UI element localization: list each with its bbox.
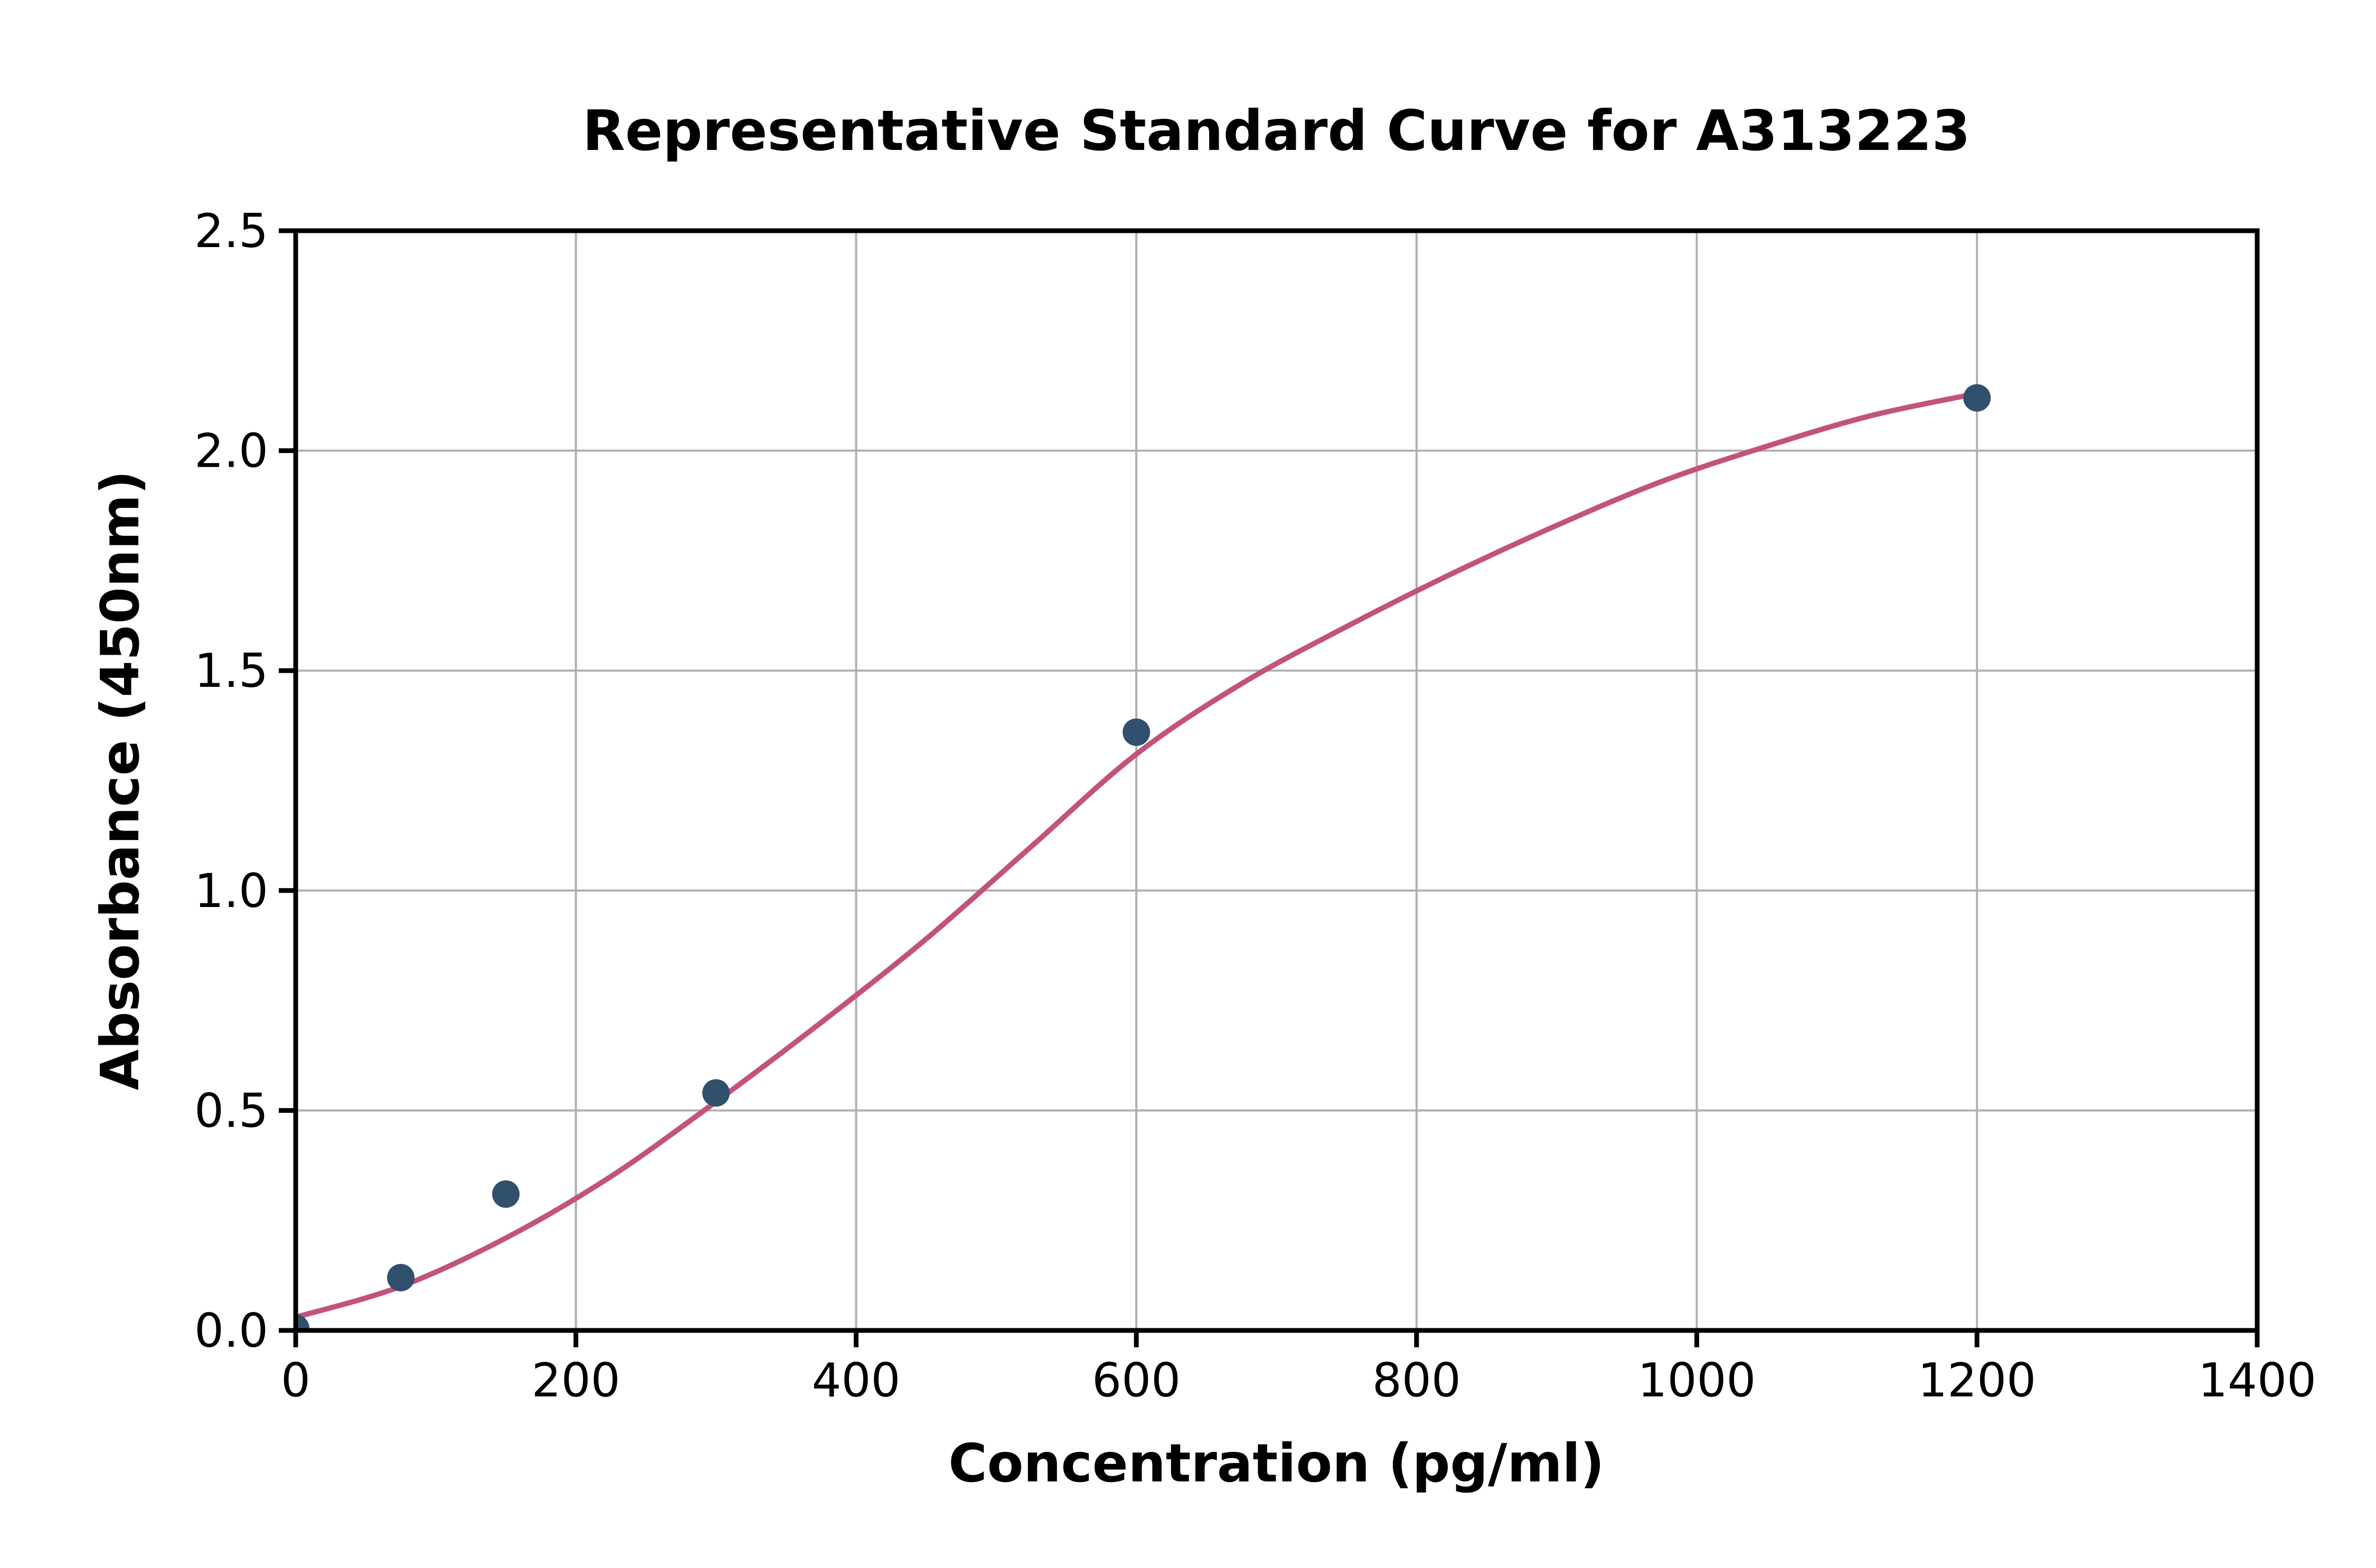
y-tick-label: 1.0 [194,864,268,918]
data-point [1963,384,1991,412]
fitted-curve [296,391,1980,1320]
x-tick-label: 0 [281,1353,310,1408]
y-tick-label: 1.5 [194,644,268,698]
y-tick-label: 0.0 [194,1303,268,1358]
x-tick-label: 1400 [2198,1353,2316,1408]
data-point [296,1314,309,1330]
x-axis-label: Concentration (pg/ml) [948,1432,1605,1494]
chart-title: Representative Standard Curve for A31322… [582,99,1970,163]
data-point [387,1264,415,1292]
x-tick-label: 200 [532,1353,620,1408]
data-point [492,1180,520,1208]
plot-border [293,228,2260,1333]
data-point [1123,718,1151,746]
y-tick-label: 2.0 [194,424,268,478]
x-tick-label: 1000 [1638,1353,1756,1408]
x-tick-label: 1200 [1918,1353,2036,1408]
data-point [702,1079,730,1107]
x-tick-label: 800 [1372,1353,1461,1408]
x-tick-label: 600 [1092,1353,1181,1408]
y-tick-label: 2.5 [194,204,268,258]
x-tick-label: 400 [812,1353,900,1408]
y-tick-label: 0.5 [194,1083,268,1138]
